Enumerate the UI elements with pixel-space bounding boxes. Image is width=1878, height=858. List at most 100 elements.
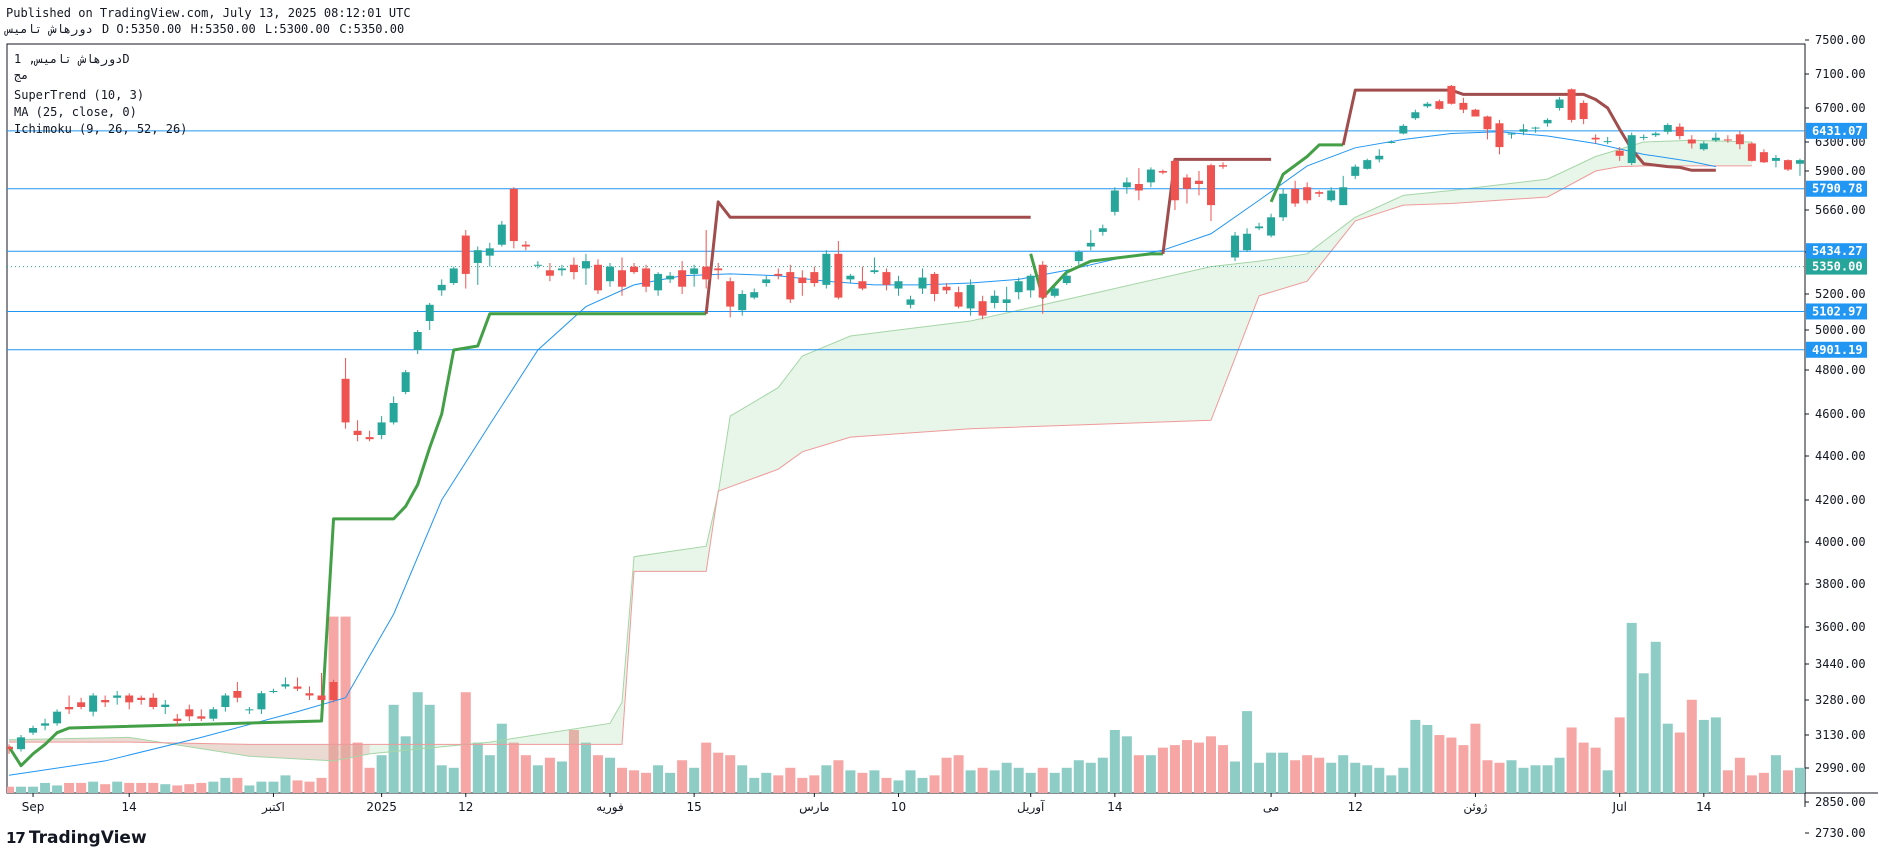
candle-body bbox=[353, 430, 362, 435]
volume-bar bbox=[1230, 761, 1241, 793]
volume-bar bbox=[220, 777, 231, 793]
candle-body bbox=[1170, 160, 1179, 201]
legend-ma[interactable]: MA (25, close, 0) bbox=[14, 105, 137, 119]
candle-body bbox=[1122, 182, 1131, 188]
volume-bar bbox=[797, 777, 808, 793]
candle-body bbox=[497, 224, 506, 245]
candle-body bbox=[365, 437, 374, 440]
candle-body bbox=[1639, 136, 1648, 138]
volume-bar bbox=[1073, 760, 1084, 793]
volume-bar bbox=[1542, 765, 1553, 793]
tradingview-brand[interactable]: 17 TradingView bbox=[6, 828, 147, 848]
volume-bar bbox=[1206, 736, 1216, 793]
x-tick-label: ژوئن bbox=[1463, 800, 1487, 815]
volume-bar bbox=[268, 781, 279, 793]
candle-body bbox=[509, 188, 518, 242]
y-tick-label: 3440.00 bbox=[1815, 657, 1866, 671]
volume-bar bbox=[196, 782, 207, 793]
candle-body bbox=[1291, 188, 1300, 204]
ohlc-open: D O:5350.00 bbox=[101, 22, 182, 36]
candle-body bbox=[846, 275, 855, 280]
volume-bar bbox=[1025, 772, 1036, 793]
volume-bar bbox=[1722, 770, 1733, 793]
volume-bar bbox=[1290, 760, 1301, 793]
candle-body bbox=[269, 691, 278, 692]
volume-bar bbox=[1362, 765, 1373, 793]
y-tick-label: 4200.00 bbox=[1815, 493, 1866, 507]
candle-body bbox=[1134, 184, 1143, 191]
candle-body bbox=[822, 253, 831, 285]
candle-body bbox=[1194, 180, 1203, 184]
candle-body bbox=[533, 264, 542, 266]
candle-body bbox=[1038, 264, 1047, 298]
candle-body bbox=[1158, 171, 1167, 173]
candle-body bbox=[1543, 119, 1552, 124]
legend-supertrend[interactable]: SuperTrend (10, 3) bbox=[14, 88, 145, 102]
volume-bar bbox=[1482, 760, 1493, 793]
candle-body bbox=[1723, 139, 1732, 141]
volume-bar bbox=[893, 780, 904, 793]
volume-bar bbox=[496, 723, 507, 793]
y-tick-label: 5200.00 bbox=[1815, 287, 1866, 301]
candle-body bbox=[401, 372, 410, 392]
candle-body bbox=[1339, 187, 1348, 206]
candle-body bbox=[149, 697, 158, 707]
candle-body bbox=[690, 268, 699, 274]
volume-bar bbox=[1819, 783, 1829, 793]
candle-body bbox=[954, 292, 963, 307]
volume-bar bbox=[1242, 711, 1253, 793]
candle-body bbox=[1387, 142, 1396, 143]
legend-ichimoku[interactable]: Ichimoku (9, 26, 52, 26) bbox=[14, 122, 188, 136]
volume-bar bbox=[88, 781, 99, 793]
volume-bar bbox=[508, 742, 519, 793]
volume-bar bbox=[400, 736, 411, 793]
candle-body bbox=[1615, 150, 1624, 156]
volume-bar bbox=[7, 786, 14, 793]
candle-body bbox=[185, 709, 194, 717]
candle-body bbox=[569, 264, 578, 273]
volume-bar bbox=[376, 755, 387, 793]
volume-bar bbox=[100, 784, 111, 793]
volume-bar bbox=[484, 755, 495, 793]
volume-bar bbox=[1458, 745, 1469, 793]
volume-bar bbox=[773, 775, 784, 793]
candle-body bbox=[113, 695, 122, 698]
y-tick-label: 5900.00 bbox=[1815, 164, 1866, 178]
candle-body bbox=[678, 270, 687, 287]
candle-body bbox=[317, 695, 326, 700]
volume-bar bbox=[1278, 752, 1289, 793]
volume-bar bbox=[929, 775, 940, 793]
candle-body bbox=[1411, 112, 1420, 119]
volume-bar bbox=[1794, 767, 1805, 793]
candle-body bbox=[654, 273, 663, 291]
candle-body bbox=[7, 746, 13, 750]
volume-bar bbox=[1181, 740, 1192, 793]
candle-body bbox=[461, 235, 470, 274]
volume-bar bbox=[304, 781, 315, 793]
candle-body bbox=[17, 737, 26, 750]
candle-body bbox=[581, 261, 590, 269]
volume-bar bbox=[605, 757, 615, 793]
volume-bar bbox=[1638, 673, 1649, 793]
volume-bar bbox=[917, 777, 928, 793]
y-tick-label: 5000.00 bbox=[1815, 323, 1866, 337]
volume-bar bbox=[617, 767, 628, 793]
candle-body bbox=[774, 273, 783, 276]
candle-body bbox=[1471, 109, 1480, 117]
volume-bar bbox=[136, 782, 147, 793]
volume-bar bbox=[280, 775, 291, 793]
ohlc-readout: دورهاش تامیس D O:5350.00 H:5350.00 L:530… bbox=[6, 22, 406, 36]
volume-bar bbox=[592, 755, 603, 793]
candle-body bbox=[1435, 101, 1444, 109]
volume-bar bbox=[1710, 717, 1721, 793]
volume-bar bbox=[941, 757, 952, 793]
volume-bar bbox=[124, 782, 135, 793]
candle-body bbox=[786, 272, 795, 300]
candle-body bbox=[966, 284, 975, 309]
volume-bar bbox=[1807, 780, 1817, 793]
volume-bar bbox=[1266, 752, 1277, 793]
x-tick-label: Jul bbox=[1611, 800, 1626, 814]
candle-body bbox=[1267, 217, 1276, 236]
level-tag-bg bbox=[1806, 180, 1867, 197]
